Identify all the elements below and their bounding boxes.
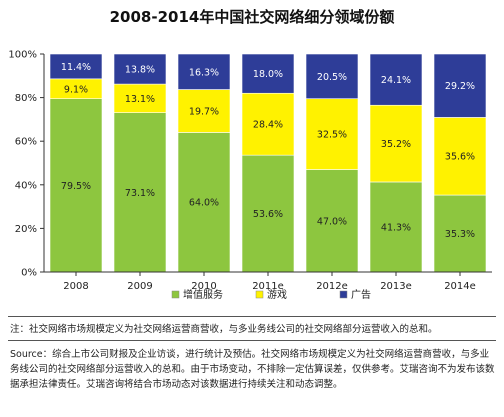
bars <box>49 53 487 273</box>
data-label: 29.2% <box>445 81 475 92</box>
x-axis: 2008 2009 2010 2011e 2012e 2013e 2014e <box>44 271 492 292</box>
x-tick-label: 2008 <box>63 281 88 292</box>
y-tick-label: 60% <box>15 137 37 148</box>
chart-source: Source：综合上市公司财报及企业访谈，进行统计及预估。社交网络市场规模定义为… <box>10 349 495 390</box>
data-label: 20.5% <box>317 72 347 83</box>
bar-segment <box>241 53 295 94</box>
divider <box>8 316 496 317</box>
bar-segment <box>305 98 359 170</box>
x-tick-label: 2009 <box>127 281 152 292</box>
data-label: 13.8% <box>125 65 155 76</box>
bar-segment <box>241 92 295 156</box>
data-label: 28.4% <box>253 120 283 131</box>
y-tick-label: 40% <box>15 180 37 191</box>
x-tick-label: 2011e <box>252 281 284 292</box>
chart-title: 2008-2014年中国社交网络细分领域份额 <box>109 8 395 26</box>
x-tick-label: 2012e <box>316 281 348 292</box>
data-label: 18.0% <box>253 69 283 80</box>
legend-swatch <box>339 290 348 299</box>
y-tick-label: 20% <box>15 224 37 235</box>
x-tick-label: 2013e <box>380 281 412 292</box>
divider <box>8 340 496 341</box>
chart-note: 注：社交网络市场规模定义为社交网络运营商营收，与多业务线公司的社交网络部分运营收… <box>10 324 438 335</box>
bar-segment <box>305 169 359 273</box>
data-label: 73.1% <box>125 188 155 199</box>
bar-segment <box>49 98 103 273</box>
bar-segment <box>369 53 423 106</box>
data-label: 11.4% <box>61 62 91 73</box>
data-label: 47.0% <box>317 216 347 227</box>
legend-swatch <box>255 290 264 299</box>
bar-segment <box>113 53 167 85</box>
data-label: 53.6% <box>253 209 283 220</box>
data-label: 35.6% <box>445 152 475 163</box>
y-tick-label: 100% <box>8 50 37 61</box>
y-axis: 0% 20% 40% 60% 80% 100% <box>8 50 45 279</box>
data-label: 41.3% <box>381 222 411 233</box>
legend-entry: 游戏 <box>267 288 287 301</box>
x-tick-label: 2010 <box>191 281 216 292</box>
data-label: 35.3% <box>445 229 475 240</box>
bar-segment <box>177 53 231 90</box>
legend-swatch <box>171 290 180 299</box>
data-label: 24.1% <box>381 75 411 86</box>
legend-entry: 增值服务 <box>183 288 223 301</box>
data-label: 16.3% <box>189 67 219 78</box>
bar-segment <box>49 53 103 80</box>
legend: 增值服务 游戏 广告 <box>171 288 371 301</box>
data-labels: 79.5% 9.1% 11.4% 73.1% 13.1% 13.8% 64.0% 19.7% 1… <box>61 62 475 240</box>
bar-segment <box>433 117 487 196</box>
bar-segment <box>433 53 487 118</box>
data-label: 35.2% <box>381 139 411 150</box>
y-tick-label: 0% <box>21 268 37 279</box>
data-label: 32.5% <box>317 130 347 141</box>
bar-segment <box>433 194 487 273</box>
data-label: 19.7% <box>189 107 219 118</box>
bar-segment <box>177 89 231 133</box>
bar-segment <box>305 53 359 99</box>
data-label: 9.1% <box>64 84 88 95</box>
legend-entry: 广告 <box>351 288 371 301</box>
data-label: 13.1% <box>125 94 155 105</box>
x-tick-label: 2014e <box>444 281 476 292</box>
data-label: 79.5% <box>61 181 91 192</box>
bar-segment <box>369 104 423 183</box>
y-tick-label: 80% <box>15 93 37 104</box>
data-label: 64.0% <box>189 198 219 209</box>
